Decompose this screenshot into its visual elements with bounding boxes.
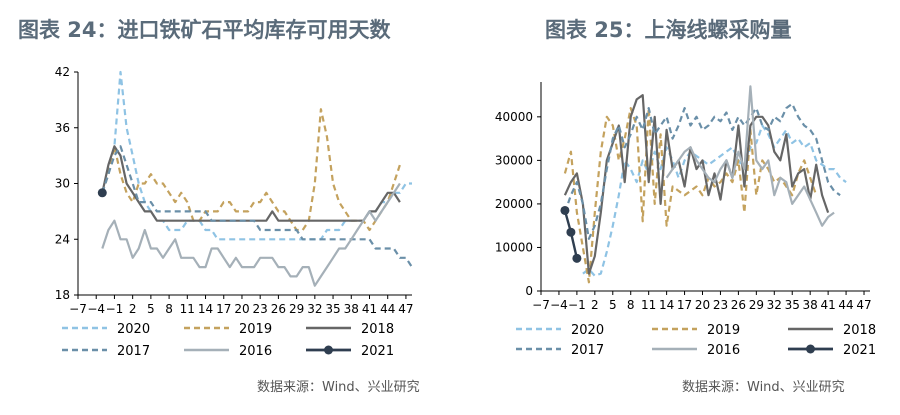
x-tick-label: 32	[767, 298, 782, 312]
y-tick-label: 20000	[495, 197, 533, 211]
legend-label-2021: 2021	[843, 343, 876, 358]
legend-label-2020: 2020	[117, 322, 150, 337]
series-line-2017	[101, 145, 413, 268]
y-tick-label: 36	[55, 121, 70, 135]
series-point-2021	[560, 205, 570, 215]
x-tick-label: 5	[609, 298, 617, 312]
x-tick-label: 5	[147, 302, 155, 316]
legend-label-2016: 2016	[707, 343, 740, 358]
series-line-2020	[101, 70, 412, 241]
source-note: 数据来源：Wind、兴业研究	[257, 380, 420, 395]
y-tick-label: 30	[55, 177, 70, 191]
legend-label-2017: 2017	[571, 343, 604, 358]
y-tick-label: 40000	[495, 110, 533, 124]
legend-label-2019: 2019	[239, 322, 272, 337]
chart-title: 图表 25：上海线螺采购量	[545, 18, 792, 42]
y-tick-label: 24	[55, 232, 70, 246]
x-tick-label: 14	[659, 298, 674, 312]
legend-marker-2021	[324, 345, 333, 355]
legend-label-2018: 2018	[361, 322, 394, 337]
x-tick-label: −7	[532, 298, 550, 312]
series-line-2016	[101, 182, 401, 287]
x-tick-label: 20	[695, 298, 710, 312]
x-tick-label: 47	[856, 298, 871, 312]
series-line-2019	[563, 107, 818, 284]
x-tick-label: 47	[398, 302, 413, 316]
series-line-2018	[563, 94, 830, 275]
x-tick-label: 11	[641, 298, 656, 312]
x-tick-label: 29	[289, 302, 304, 316]
legend-label-2016: 2016	[239, 344, 272, 359]
legend-label-2018: 2018	[843, 323, 876, 338]
y-tick-label: 0	[525, 284, 533, 298]
x-tick-label: 44	[838, 298, 853, 312]
x-tick-label: 23	[713, 298, 728, 312]
x-tick-label: 11	[180, 302, 195, 316]
x-tick-label: 35	[325, 302, 340, 316]
x-tick-label: −1	[106, 302, 124, 316]
x-tick-label: 38	[803, 298, 818, 312]
x-tick-label: 38	[344, 302, 359, 316]
x-tick-label: 14	[198, 302, 213, 316]
series-line-2018	[101, 145, 401, 222]
x-tick-label: −7	[69, 302, 87, 316]
x-tick-label: −4	[87, 302, 105, 316]
legend-label-2019: 2019	[707, 323, 740, 338]
x-tick-label: 2	[591, 298, 599, 312]
series-line-2019	[101, 108, 401, 232]
x-tick-label: 20	[234, 302, 249, 316]
x-tick-label: 29	[749, 298, 764, 312]
x-tick-label: 41	[362, 302, 377, 316]
line-chart-purchase-volume: 0 10000 20000 30000 40000 −7 −4 −1 2 5 8 11 14 17 20 23…	[495, 82, 876, 358]
legend-label-2020: 2020	[571, 323, 604, 338]
x-tick-label: 8	[627, 298, 635, 312]
x-tick-label: 26	[731, 298, 746, 312]
y-tick-label: 30000	[495, 153, 533, 167]
chart-title: 图表 24：进口铁矿石平均库存可用天数	[18, 18, 391, 42]
series-line-2020	[582, 124, 847, 277]
x-tick-label: 2	[129, 302, 137, 316]
x-tick-label: 17	[216, 302, 231, 316]
x-tick-label: 8	[165, 302, 173, 316]
series-line-2017	[563, 102, 841, 240]
x-tick-label: 17	[677, 298, 692, 312]
x-tick-label: 23	[253, 302, 268, 316]
legend-label-2017: 2017	[117, 344, 150, 359]
chart-panel-left: 图表 24：进口铁矿石平均库存可用天数 18 24 30 36 42 −7 −4 −1 2 5 8 1…	[18, 18, 420, 395]
y-tick-label: 10000	[495, 240, 533, 254]
y-tick-label: 42	[55, 65, 70, 79]
y-tick-label: 18	[55, 288, 70, 302]
series-point-2021	[572, 253, 582, 263]
series-point-2021	[566, 227, 576, 237]
x-tick-label: 41	[820, 298, 835, 312]
x-tick-label: −4	[550, 298, 568, 312]
series-line-2016	[665, 85, 835, 227]
legend-marker-2021	[806, 344, 815, 354]
x-tick-label: 26	[271, 302, 286, 316]
series-point-2021	[97, 188, 107, 198]
x-tick-label: 35	[785, 298, 800, 312]
x-tick-label: 44	[380, 302, 395, 316]
source-note: 数据来源：Wind、兴业研究	[682, 380, 845, 395]
legend-label-2021: 2021	[361, 344, 394, 359]
chart-panel-right: 图表 25：上海线螺采购量 0 10000 20000 30000 40000 −7 −4−…	[450, 0, 900, 415]
x-tick-label: 32	[307, 302, 322, 316]
x-tick-label: −1	[568, 298, 586, 312]
